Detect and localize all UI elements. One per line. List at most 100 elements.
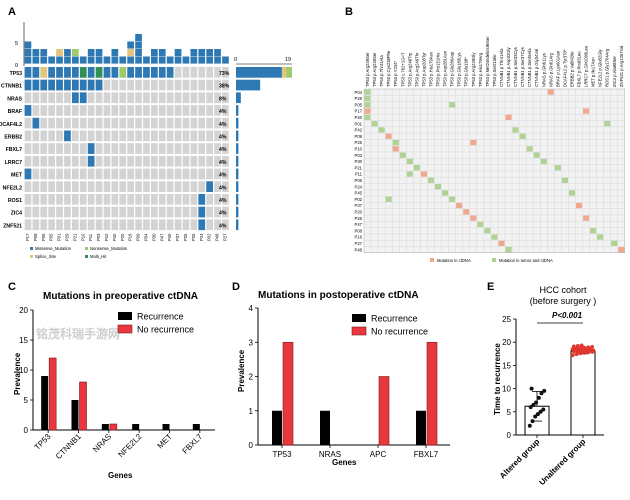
matrix-mutation-cell xyxy=(48,67,55,78)
mutation-label: TP53 p.Thr41Ala xyxy=(379,55,384,87)
matrix-cell xyxy=(119,155,127,167)
top-bar-segment xyxy=(206,56,213,64)
grid-mutation-cell xyxy=(554,165,561,171)
sample-label: P25 xyxy=(191,233,196,241)
matrix-cell xyxy=(143,79,150,91)
matrix-cell xyxy=(206,206,213,218)
sample-label: P08 xyxy=(33,233,38,241)
top-bar-segment xyxy=(87,49,95,57)
legend-both-swatch xyxy=(492,258,496,262)
matrix-cell xyxy=(48,130,55,142)
side-bar xyxy=(236,143,239,154)
panel-b-label: B xyxy=(345,6,353,18)
sample-label: P03 xyxy=(96,233,101,241)
top-bar-segment xyxy=(182,56,190,64)
matrix-mutation-cell xyxy=(24,168,32,180)
side-bar xyxy=(236,168,239,180)
matrix-mutation-cell xyxy=(40,79,48,91)
side-bar xyxy=(236,181,239,192)
mutation-label: TP53 p.His179Asn xyxy=(428,51,433,87)
matrix-cell xyxy=(111,155,119,167)
matrix-cell xyxy=(166,79,174,91)
matrix-mutation-cell xyxy=(72,92,79,104)
matrix-cell xyxy=(119,92,127,104)
sample-label: P09 xyxy=(136,233,141,241)
grid-mutation-cell xyxy=(385,196,392,202)
matrix-cell xyxy=(190,92,198,104)
matrix-cell xyxy=(151,194,158,205)
data-point xyxy=(531,402,536,407)
matrix-mutation-cell xyxy=(198,206,206,218)
side-bar xyxy=(236,206,239,218)
grid-mutation-cell xyxy=(392,139,399,146)
top-bar-segment xyxy=(166,56,174,64)
matrix-cell xyxy=(174,79,182,91)
panel-c-watermark: 铭茂科瑞手游网 xyxy=(36,326,120,341)
grid-mutation-cell xyxy=(364,114,371,120)
matrix-cell xyxy=(151,117,158,129)
matrix-cell xyxy=(56,194,63,205)
x-tick-label: NFE2L2 xyxy=(116,432,144,460)
top-bar-segment xyxy=(214,56,221,64)
bar-no-recurrence xyxy=(378,376,390,446)
matrix-cell xyxy=(24,143,32,154)
matrix-mutation-cell xyxy=(87,79,95,91)
matrix-cell xyxy=(32,155,40,167)
matrix-mutation-cell xyxy=(143,67,150,78)
mutation-label: NFE2L2 p.Glu82Gly xyxy=(598,49,603,87)
matrix-cell xyxy=(214,206,221,218)
sample-label: P48 xyxy=(215,233,220,241)
matrix-cell xyxy=(95,130,103,142)
matrix-cell xyxy=(111,181,119,192)
matrix-mutation-cell xyxy=(79,67,87,78)
sample-label: P40 xyxy=(355,115,363,120)
matrix-cell xyxy=(206,117,213,129)
matrix-cell xyxy=(135,206,142,218)
matrix-cell xyxy=(151,105,158,116)
matrix-cell xyxy=(182,130,190,142)
matrix-cell xyxy=(166,130,174,142)
top-bar-segment xyxy=(103,56,111,64)
matrix-cell xyxy=(198,105,206,116)
matrix-cell xyxy=(182,79,190,91)
matrix-cell xyxy=(119,206,127,218)
mutation-label: FBXL7 p.Pro93Leu xyxy=(577,51,582,87)
matrix-cell xyxy=(127,194,134,205)
legend-no-recurrence: No recurrence xyxy=(371,327,428,337)
matrix-cell xyxy=(48,206,55,218)
matrix-cell xyxy=(143,130,150,142)
matrix-cell xyxy=(111,194,119,205)
grid-mutation-cell xyxy=(576,202,583,209)
matrix-cell xyxy=(24,219,32,231)
gene-label: MET xyxy=(11,173,23,179)
matrix-cell xyxy=(214,79,221,91)
gene-percent: 4% xyxy=(219,122,227,128)
matrix-cell xyxy=(158,130,166,142)
matrix-mutation-cell xyxy=(119,67,127,78)
matrix-cell xyxy=(190,194,198,205)
matrix-mutation-cell xyxy=(32,67,40,78)
data-point xyxy=(527,423,532,428)
matrix-mutation-cell xyxy=(87,155,95,167)
top-bar-segment xyxy=(56,49,63,57)
legend-ctdna-swatch xyxy=(430,258,434,262)
matrix-mutation-cell xyxy=(79,79,87,91)
top-bar-segment xyxy=(190,56,198,64)
matrix-cell xyxy=(87,117,95,129)
matrix-cell xyxy=(182,143,190,154)
panel-a-label: A xyxy=(8,6,16,18)
matrix-cell xyxy=(198,143,206,154)
data-point xyxy=(530,419,535,424)
x-tick-label: APC xyxy=(370,450,387,459)
x-tick-label: TP53 xyxy=(272,450,292,459)
matrix-cell xyxy=(222,92,229,104)
grid-mutation-cell xyxy=(604,121,611,127)
matrix-cell xyxy=(206,105,213,116)
side-bar xyxy=(236,219,239,231)
matrix-cell xyxy=(214,155,221,167)
matrix-cell xyxy=(79,130,87,142)
grid-mutation-cell xyxy=(435,184,442,190)
matrix-cell xyxy=(206,92,213,104)
legend-multi-swatch xyxy=(85,255,88,258)
